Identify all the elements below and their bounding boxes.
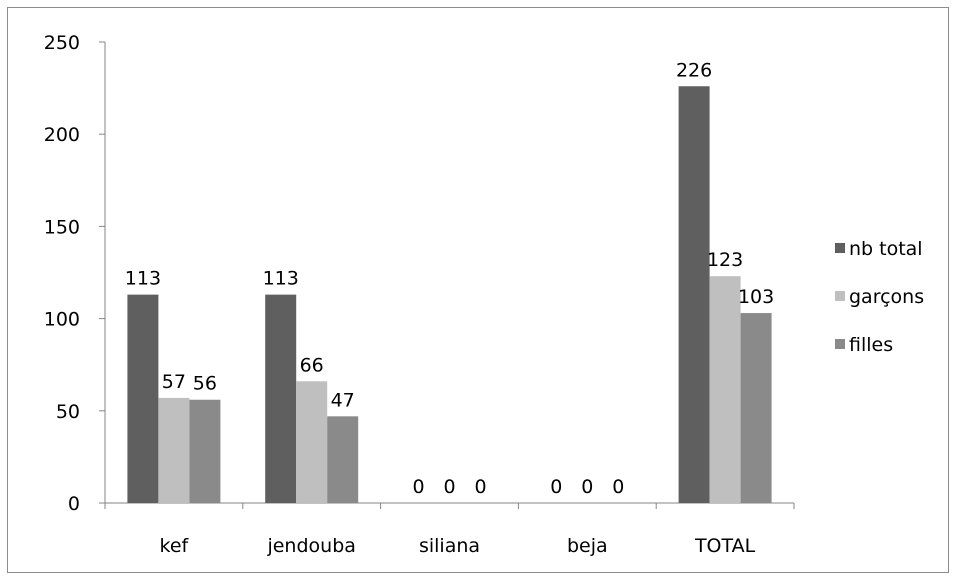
data-label: 57 bbox=[162, 371, 186, 393]
data-label: 0 bbox=[581, 476, 593, 498]
bar bbox=[189, 399, 221, 503]
y-tick-label: 150 bbox=[44, 216, 80, 238]
data-label: 0 bbox=[474, 476, 486, 498]
bar bbox=[678, 86, 710, 504]
chart-legend: nb total garçons filles bbox=[835, 238, 924, 356]
legend-swatch bbox=[835, 339, 845, 349]
data-label: 0 bbox=[443, 476, 455, 498]
data-label: 123 bbox=[707, 249, 743, 271]
y-tick-label: 200 bbox=[44, 124, 80, 146]
y-tick-label: 0 bbox=[68, 493, 80, 515]
x-tick-label: beja bbox=[567, 535, 608, 557]
legend-swatch bbox=[835, 243, 845, 253]
data-label: 226 bbox=[676, 59, 712, 81]
y-tick-label: 50 bbox=[56, 401, 80, 423]
data-label: 113 bbox=[263, 268, 299, 290]
chart-axes: 0 50 100 150 200 250 kef jendouba siliana beja TOT… bbox=[44, 32, 795, 557]
x-tick-label: kef bbox=[160, 535, 190, 557]
data-label: 0 bbox=[412, 476, 424, 498]
chart-frame: 0 50 100 150 200 250 kef jendouba siliana beja TOT… bbox=[7, 7, 949, 573]
x-tick-label: jendouba bbox=[266, 535, 355, 557]
y-tick-label: 250 bbox=[44, 32, 80, 54]
legend-label: nb total bbox=[849, 238, 923, 260]
bar bbox=[709, 276, 741, 503]
data-label: 0 bbox=[550, 476, 562, 498]
data-label: 47 bbox=[331, 389, 355, 411]
legend-swatch bbox=[835, 291, 845, 301]
chart-bars bbox=[127, 86, 772, 504]
bar bbox=[158, 397, 190, 503]
bar-chart: 0 50 100 150 200 250 kef jendouba siliana beja TOT… bbox=[44, 32, 924, 557]
data-label: 0 bbox=[612, 476, 624, 498]
bar bbox=[296, 381, 328, 503]
bar bbox=[327, 416, 359, 503]
x-tick-label: TOTAL bbox=[694, 535, 756, 557]
bar bbox=[127, 294, 159, 503]
data-label: 103 bbox=[738, 286, 774, 308]
legend-label: filles bbox=[849, 334, 893, 356]
x-tick-label: siliana bbox=[419, 535, 480, 557]
legend-label: garçons bbox=[849, 286, 924, 308]
data-label: 113 bbox=[125, 268, 161, 290]
bar bbox=[265, 294, 297, 503]
bar bbox=[740, 313, 772, 503]
y-tick-label: 100 bbox=[44, 309, 80, 331]
data-label: 56 bbox=[193, 373, 217, 395]
data-label: 66 bbox=[300, 354, 324, 376]
